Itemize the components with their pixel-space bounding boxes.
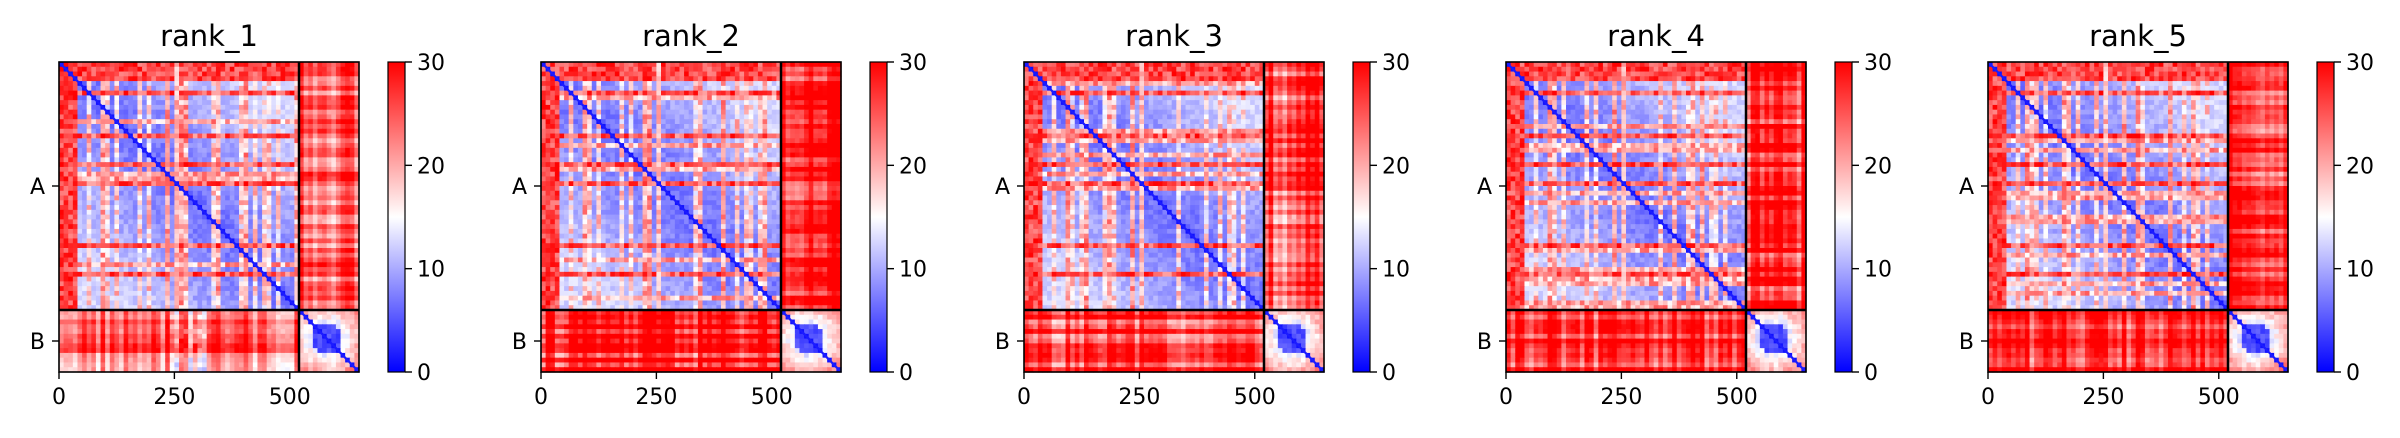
colorbar-tick-label: 20 [1864, 154, 1892, 179]
pae-panel-2: rank_2 0 250 500 A B 0 10 20 30 [512, 19, 927, 410]
colorbar [870, 62, 887, 372]
y-tick-label-chain-B: B [1959, 330, 1974, 355]
y-tick-label-chain-A: A [512, 175, 527, 200]
colorbar [1353, 62, 1370, 372]
panel-title: rank_4 [1607, 19, 1705, 53]
panel-title: rank_2 [642, 19, 740, 53]
x-tick-label: 500 [269, 385, 311, 410]
panel-title: rank_3 [1125, 19, 1223, 53]
colorbar-tick-label: 30 [2346, 51, 2374, 76]
x-tick-label: 500 [2198, 385, 2240, 410]
colorbar-tick-label: 0 [2346, 361, 2360, 386]
x-tick-label: 0 [1499, 385, 1513, 410]
colorbar-tick-label: 20 [1382, 154, 1410, 179]
colorbar-tick-label: 0 [1864, 361, 1878, 386]
colorbar-tick-label: 20 [417, 154, 445, 179]
colorbar-tick-label: 0 [417, 361, 431, 386]
pae-panel-3: rank_3 0 250 500 A B 0 10 20 30 [995, 19, 1410, 410]
x-tick-label: 0 [534, 385, 548, 410]
y-tick-label-chain-B: B [30, 330, 45, 355]
colorbar-tick-label: 30 [417, 51, 445, 76]
colorbar-tick-label: 30 [1864, 51, 1892, 76]
x-tick-label: 250 [153, 385, 195, 410]
x-tick-label: 250 [635, 385, 677, 410]
colorbar-tick-label: 20 [899, 154, 927, 179]
colorbar-tick-label: 10 [899, 258, 927, 283]
colorbar [388, 62, 405, 372]
x-tick-label: 0 [1981, 385, 1995, 410]
pae-panel-5: rank_5 0 250 500 A B 0 10 20 30 [1959, 19, 2374, 410]
colorbar-tick-label: 30 [899, 51, 927, 76]
x-tick-label: 500 [1716, 385, 1758, 410]
panel-title: rank_5 [2089, 19, 2187, 53]
pae-panel-1: rank_1 0 250 500 A B 0 10 20 30 [30, 19, 445, 410]
y-tick-label-chain-B: B [995, 330, 1010, 355]
colorbar [1835, 62, 1852, 372]
colorbar-tick-label: 10 [1864, 258, 1892, 283]
x-tick-label: 250 [1118, 385, 1160, 410]
colorbar-tick-label: 30 [1382, 51, 1410, 76]
colorbar-tick-label: 10 [2346, 258, 2374, 283]
colorbar-tick-label: 0 [899, 361, 913, 386]
x-tick-label: 250 [1600, 385, 1642, 410]
x-tick-label: 500 [751, 385, 793, 410]
y-tick-label-chain-A: A [995, 175, 1010, 200]
y-tick-label-chain-A: A [30, 175, 45, 200]
pae-panel-4: rank_4 0 250 500 A B 0 10 20 30 [1477, 19, 1892, 410]
x-tick-label: 250 [2082, 385, 2124, 410]
x-tick-label: 0 [1017, 385, 1031, 410]
x-tick-label: 500 [1234, 385, 1276, 410]
colorbar-tick-label: 10 [1382, 258, 1410, 283]
panel-title: rank_1 [160, 19, 258, 53]
colorbar-tick-label: 20 [2346, 154, 2374, 179]
colorbar [2317, 62, 2334, 372]
y-tick-label-chain-B: B [512, 330, 527, 355]
y-tick-label-chain-A: A [1959, 175, 1974, 200]
colorbar-tick-label: 0 [1382, 361, 1396, 386]
y-tick-label-chain-A: A [1477, 175, 1492, 200]
y-tick-label-chain-B: B [1477, 330, 1492, 355]
x-tick-label: 0 [52, 385, 66, 410]
colorbar-tick-label: 10 [417, 258, 445, 283]
